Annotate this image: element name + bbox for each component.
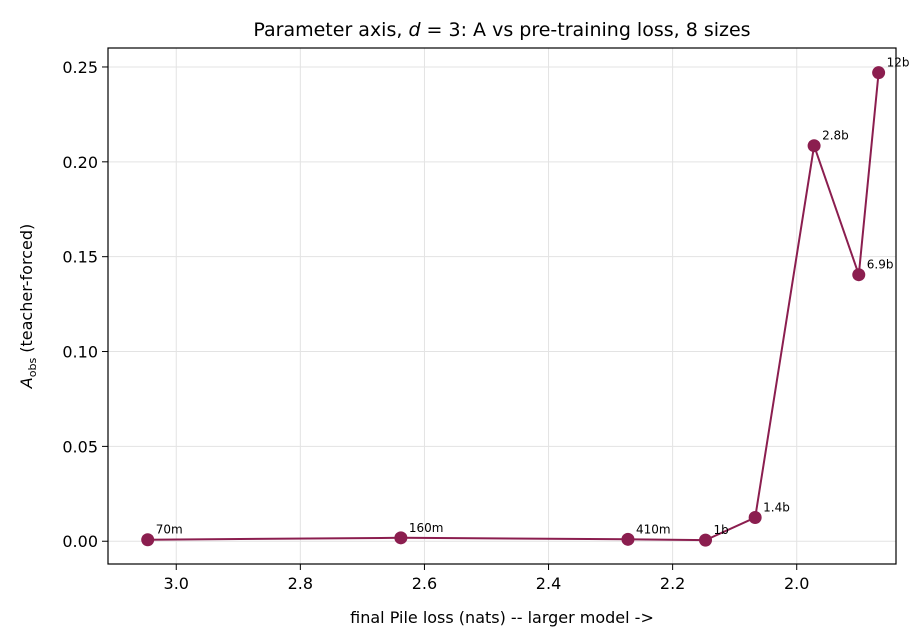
y-axis-label: Aobs (teacher-forced) (17, 224, 39, 389)
chart-title-variable: d (408, 19, 421, 41)
y-axis-ticks: 0.00 0.05 0.10 0.15 0.20 0.25 (62, 58, 108, 551)
chart-title-equation: = 3 (421, 19, 461, 41)
point-label-6.9b: 6.9b (867, 258, 894, 272)
y-axis-label-main: A (17, 377, 36, 389)
x-tick-label: 3.0 (164, 574, 189, 593)
point-label-410m: 410m (636, 522, 671, 536)
x-tick-label: 2.0 (784, 574, 809, 593)
y-tick-label: 0.00 (62, 532, 98, 551)
chart-title-suffix: : A vs pre-training loss, 8 sizes (461, 19, 751, 41)
x-axis-ticks: 3.0 2.8 2.6 2.4 2.2 2.0 (164, 564, 809, 593)
point-label-1.4b: 1.4b (763, 501, 790, 515)
plot-frame (107, 47, 897, 565)
y-tick-label: 0.15 (62, 248, 98, 267)
data-point-2.8b (807, 139, 821, 153)
series-line (147, 72, 880, 542)
data-point-410m (621, 532, 635, 546)
y-tick-label: 0.25 (62, 58, 98, 77)
point-label-70m: 70m (156, 523, 183, 537)
point-labels: 70m 160m 410m 1b 1.4b 2.8b 6.9b 12b (156, 56, 910, 537)
series-polyline (147, 72, 880, 542)
point-label-1b: 1b (714, 523, 729, 537)
y-tick-label: 0.05 (62, 437, 98, 456)
x-tick-label: 2.4 (536, 574, 561, 593)
chart-title: Parameter axis, d = 3: A vs pre-training… (253, 19, 750, 41)
data-point-6.9b (852, 268, 866, 282)
x-tick-label: 2.2 (660, 574, 685, 593)
y-tick-label: 0.20 (62, 153, 98, 172)
data-point-1b (699, 533, 713, 547)
y-axis-label-subscript: obs (26, 358, 39, 378)
x-tick-label: 2.6 (412, 574, 437, 593)
x-tick-label: 2.8 (288, 574, 313, 593)
data-points (141, 66, 886, 547)
point-label-160m: 160m (409, 521, 444, 535)
point-label-2.8b: 2.8b (822, 129, 849, 143)
data-point-160m (394, 531, 408, 545)
y-axis-label-rest: (teacher-forced) (17, 224, 36, 358)
data-point-1.4b (748, 511, 762, 525)
data-point-12b (872, 66, 886, 80)
data-point-70m (141, 533, 155, 547)
x-axis-label: final Pile loss (nats) -- larger model -… (350, 608, 654, 627)
grid (108, 48, 896, 564)
point-label-12b: 12b (887, 56, 910, 70)
chart-title-prefix: Parameter axis, (253, 19, 408, 41)
y-tick-label: 0.10 (62, 343, 98, 362)
